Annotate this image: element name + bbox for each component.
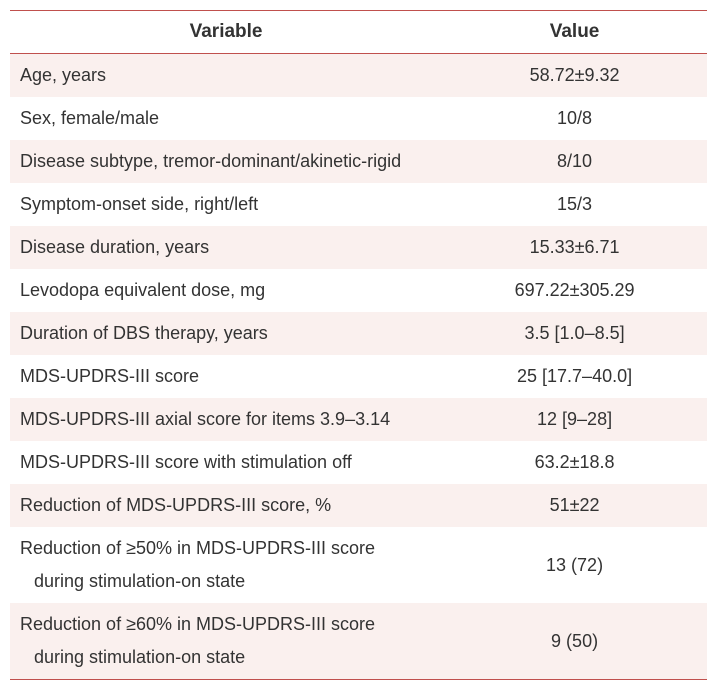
- variable-main: Reduction of ≥60% in MDS-UPDRS-III score: [20, 614, 375, 634]
- value-cell: 3.5 [1.0–8.5]: [442, 312, 707, 355]
- table-row: Age, years 58.72±9.32: [10, 54, 707, 98]
- variable-cell: MDS-UPDRS-III axial score for items 3.9–…: [10, 398, 442, 441]
- table-row: Sex, female/male 10/8: [10, 97, 707, 140]
- variable-cell: Reduction of MDS-UPDRS-III score, %: [10, 484, 442, 527]
- value-cell: 13 (72): [442, 527, 707, 603]
- variable-cell: Reduction of ≥50% in MDS-UPDRS-III score…: [10, 527, 442, 603]
- value-cell: 12 [9–28]: [442, 398, 707, 441]
- table-row: Reduction of ≥60% in MDS-UPDRS-III score…: [10, 603, 707, 680]
- table-row: Duration of DBS therapy, years 3.5 [1.0–…: [10, 312, 707, 355]
- value-cell: 10/8: [442, 97, 707, 140]
- value-cell: 8/10: [442, 140, 707, 183]
- value-cell: 15/3: [442, 183, 707, 226]
- variable-cell: Age, years: [10, 54, 442, 98]
- data-table: Variable Value Age, years 58.72±9.32 Sex…: [10, 10, 707, 680]
- variable-cell: MDS-UPDRS-III score with stimulation off: [10, 441, 442, 484]
- variable-cell: MDS-UPDRS-III score: [10, 355, 442, 398]
- value-cell: 63.2±18.8: [442, 441, 707, 484]
- table-row: Disease duration, years 15.33±6.71: [10, 226, 707, 269]
- table-row: Reduction of MDS-UPDRS-III score, % 51±2…: [10, 484, 707, 527]
- variable-column-header: Variable: [10, 11, 442, 54]
- table-row: Reduction of ≥50% in MDS-UPDRS-III score…: [10, 527, 707, 603]
- value-cell: 9 (50): [442, 603, 707, 680]
- value-cell: 51±22: [442, 484, 707, 527]
- variable-cell: Symptom-onset side, right/left: [10, 183, 442, 226]
- table-body: Age, years 58.72±9.32 Sex, female/male 1…: [10, 54, 707, 680]
- value-column-header: Value: [442, 11, 707, 54]
- value-cell: 697.22±305.29: [442, 269, 707, 312]
- variable-cell: Sex, female/male: [10, 97, 442, 140]
- table-row: Disease subtype, tremor-dominant/akineti…: [10, 140, 707, 183]
- table-row: MDS-UPDRS-III axial score for items 3.9–…: [10, 398, 707, 441]
- table-row: MDS-UPDRS-III score 25 [17.7–40.0]: [10, 355, 707, 398]
- table-row: Symptom-onset side, right/left 15/3: [10, 183, 707, 226]
- variable-cell: Disease subtype, tremor-dominant/akineti…: [10, 140, 442, 183]
- variable-cell: Duration of DBS therapy, years: [10, 312, 442, 355]
- value-cell: 15.33±6.71: [442, 226, 707, 269]
- variable-cell: Reduction of ≥60% in MDS-UPDRS-III score…: [10, 603, 442, 680]
- value-cell: 25 [17.7–40.0]: [442, 355, 707, 398]
- clinical-data-table: Variable Value Age, years 58.72±9.32 Sex…: [10, 10, 707, 680]
- variable-cell: Levodopa equivalent dose, mg: [10, 269, 442, 312]
- variable-sub: during stimulation-on state: [20, 638, 432, 671]
- table-row: Levodopa equivalent dose, mg 697.22±305.…: [10, 269, 707, 312]
- table-header-row: Variable Value: [10, 11, 707, 54]
- variable-main: Reduction of ≥50% in MDS-UPDRS-III score: [20, 538, 375, 558]
- variable-sub: during stimulation-on state: [20, 562, 432, 595]
- value-cell: 58.72±9.32: [442, 54, 707, 98]
- variable-cell: Disease duration, years: [10, 226, 442, 269]
- table-row: MDS-UPDRS-III score with stimulation off…: [10, 441, 707, 484]
